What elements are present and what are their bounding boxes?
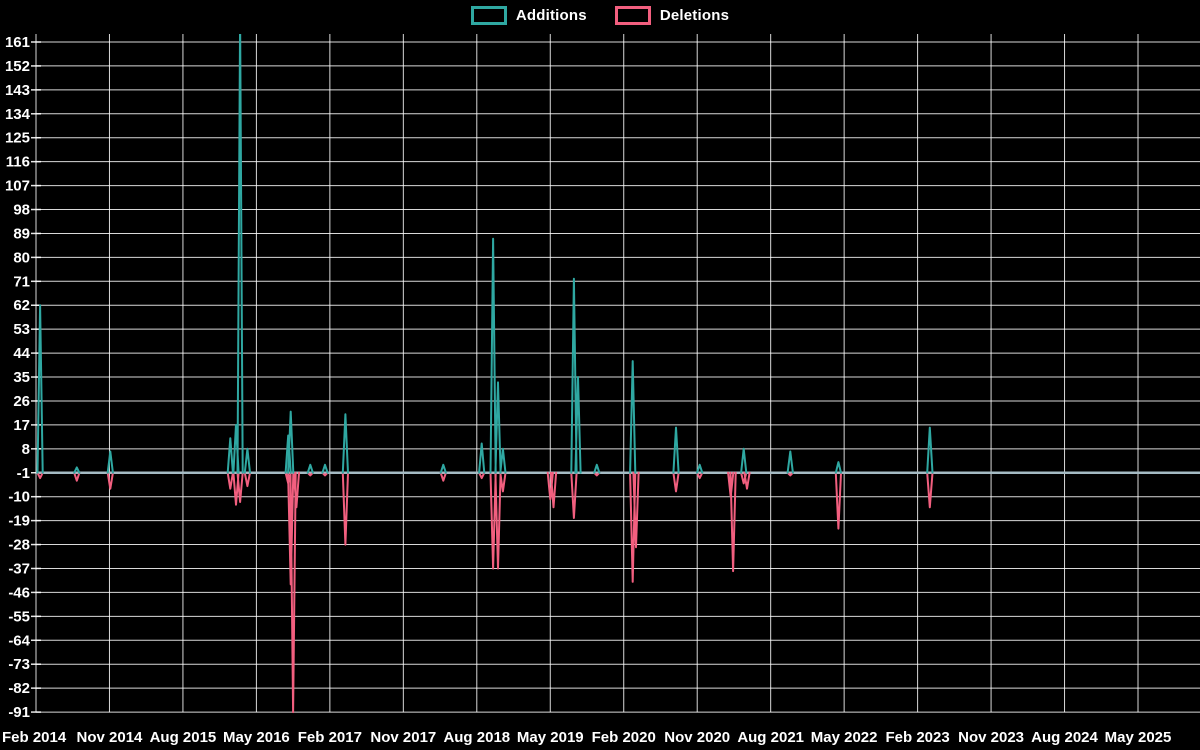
svg-text:-91: -91 bbox=[8, 704, 30, 721]
svg-text:35: 35 bbox=[13, 369, 30, 386]
legend-label-additions: Additions bbox=[515, 7, 587, 24]
svg-text:Aug 2018: Aug 2018 bbox=[443, 729, 510, 746]
svg-text:Feb 2017: Feb 2017 bbox=[298, 729, 362, 746]
svg-text:71: 71 bbox=[13, 273, 30, 290]
svg-text:161: 161 bbox=[5, 34, 30, 51]
horizontal-gridlines bbox=[31, 41, 1200, 713]
svg-text:107: 107 bbox=[5, 178, 30, 195]
svg-text:17: 17 bbox=[13, 417, 30, 434]
svg-text:44: 44 bbox=[13, 345, 30, 362]
x-axis-tick-labels: Feb 2014 Nov 2014 Aug 2015 May 2016 Feb 2017… bbox=[2, 729, 1171, 746]
svg-text:98: 98 bbox=[13, 202, 30, 219]
svg-text:26: 26 bbox=[13, 393, 30, 410]
legend-item-deletions[interactable]: Deletions bbox=[614, 6, 730, 25]
svg-text:125: 125 bbox=[5, 130, 30, 147]
svg-text:116: 116 bbox=[6, 154, 30, 171]
svg-text:Feb 2020: Feb 2020 bbox=[592, 729, 656, 746]
svg-text:62: 62 bbox=[13, 297, 30, 314]
chart-legend: Additions Deletions bbox=[0, 6, 1200, 25]
svg-text:Nov 2017: Nov 2017 bbox=[370, 729, 436, 746]
svg-text:143: 143 bbox=[5, 82, 30, 99]
svg-text:-19: -19 bbox=[8, 513, 30, 530]
svg-text:May 2022: May 2022 bbox=[811, 729, 878, 746]
svg-text:-82: -82 bbox=[8, 680, 30, 697]
svg-text:Feb 2014: Feb 2014 bbox=[2, 729, 67, 746]
svg-text:8: 8 bbox=[22, 441, 30, 458]
svg-text:-55: -55 bbox=[8, 608, 30, 625]
legend-label-deletions: Deletions bbox=[659, 7, 730, 24]
y-axis-tick-labels: 161 152 143 134 125 116 107 98 89 80 71 62 53 44 35 26 1… bbox=[5, 34, 31, 721]
svg-text:-64: -64 bbox=[8, 632, 30, 649]
svg-text:89: 89 bbox=[13, 225, 30, 242]
svg-text:May 2025: May 2025 bbox=[1105, 729, 1172, 746]
deletions-swatch-icon bbox=[614, 6, 651, 25]
svg-text:-73: -73 bbox=[8, 656, 30, 673]
legend-item-additions[interactable]: Additions bbox=[470, 6, 587, 25]
svg-text:-1: -1 bbox=[17, 465, 30, 482]
additions-swatch-icon bbox=[470, 6, 507, 25]
svg-text:-10: -10 bbox=[8, 489, 30, 506]
svg-text:Nov 2014: Nov 2014 bbox=[77, 729, 144, 746]
vertical-gridlines bbox=[35, 34, 1139, 713]
svg-text:May 2016: May 2016 bbox=[223, 729, 290, 746]
svg-text:May 2019: May 2019 bbox=[517, 729, 584, 746]
svg-text:152: 152 bbox=[5, 58, 30, 75]
svg-text:-28: -28 bbox=[8, 537, 30, 554]
deletions-line bbox=[36, 471, 934, 714]
svg-text:Nov 2023: Nov 2023 bbox=[958, 729, 1024, 746]
svg-text:Aug 2024: Aug 2024 bbox=[1031, 729, 1098, 746]
svg-text:Nov 2020: Nov 2020 bbox=[664, 729, 730, 746]
svg-text:-46: -46 bbox=[8, 584, 30, 601]
svg-text:Aug 2015: Aug 2015 bbox=[150, 729, 217, 746]
svg-text:80: 80 bbox=[13, 249, 30, 266]
svg-text:134: 134 bbox=[5, 106, 31, 123]
svg-text:53: 53 bbox=[13, 321, 30, 338]
svg-text:Aug 2021: Aug 2021 bbox=[737, 729, 804, 746]
additions-line bbox=[36, 34, 934, 474]
svg-text:-37: -37 bbox=[8, 560, 30, 577]
svg-text:Feb 2023: Feb 2023 bbox=[885, 729, 949, 746]
